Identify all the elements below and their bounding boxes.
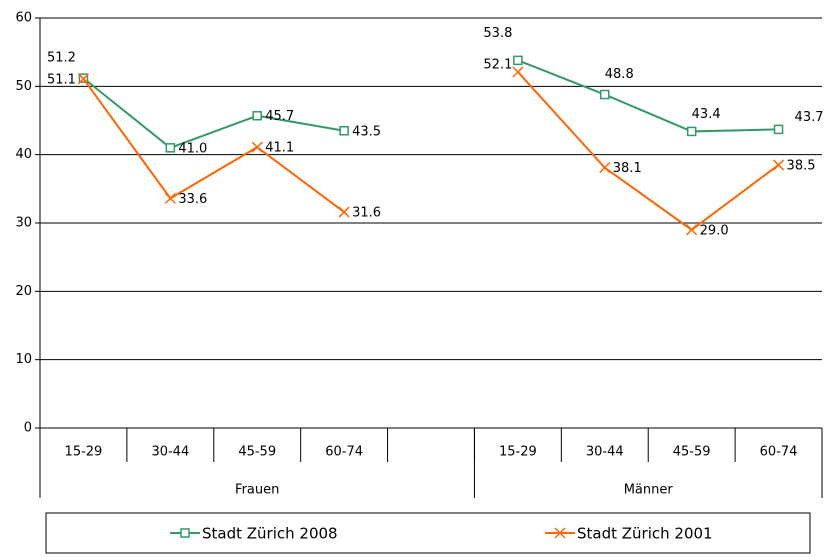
x-tick-label: 30-44 [586,445,624,460]
point-marker [512,66,524,78]
point-marker [252,110,262,121]
data-label: 45.7 [265,109,294,124]
data-label: 33.6 [178,192,207,207]
point-marker [513,55,523,66]
point-marker [338,206,350,218]
data-label: 51.2 [47,51,76,66]
point-marker [180,528,190,538]
x-tick-label: 60-74 [325,445,363,460]
data-label: 38.5 [787,158,816,173]
x-tick-label: 15-29 [65,445,103,460]
y-tick-label: 0 [24,421,32,436]
data-label: 43.7 [795,110,824,125]
y-tick-label: 40 [15,147,32,162]
data-label: 38.1 [613,161,642,176]
point-marker [165,143,176,153]
y-tick-label: 30 [15,216,32,231]
x-tick-label: 60-74 [760,445,798,460]
x-tick-label: 30-44 [151,445,189,460]
y-tick-label: 10 [15,352,32,367]
point-marker [77,73,89,85]
group-label: Männer [624,483,674,498]
y-tick-label: 50 [15,79,32,94]
point-marker [251,141,263,153]
data-label: 31.6 [352,206,381,221]
x-tick-label: 45-59 [238,445,276,460]
point-marker [554,527,566,539]
point-marker [773,159,785,171]
data-label: 48.8 [605,67,634,82]
point-marker [164,192,176,204]
y-tick-label: 20 [15,284,32,299]
data-label: 52.1 [483,57,512,72]
point-marker [339,126,349,136]
x-tick-label: 45-59 [673,445,711,460]
data-label: 53.8 [483,26,512,41]
data-label: 41.1 [265,141,294,156]
data-label: 51.1 [47,72,76,87]
series-line [82,71,780,232]
x-tick-label: 15-29 [499,445,537,460]
point-marker [686,126,697,137]
data-label: 43.5 [352,124,381,139]
legend-label: Stadt Zürich 2001 [577,525,713,543]
point-marker [686,224,698,236]
point-marker [599,162,611,174]
series-line [82,59,779,149]
data-label: 29.0 [700,223,729,238]
legend-box [45,512,811,554]
y-tick-label: 60 [15,11,32,26]
point-marker [773,124,784,135]
legend-label: Stadt Zürich 2008 [202,525,338,543]
data-label: 43.4 [692,107,721,122]
group-label: Frauen [235,483,279,498]
point-marker [600,89,610,100]
data-label: 41.0 [178,141,207,156]
